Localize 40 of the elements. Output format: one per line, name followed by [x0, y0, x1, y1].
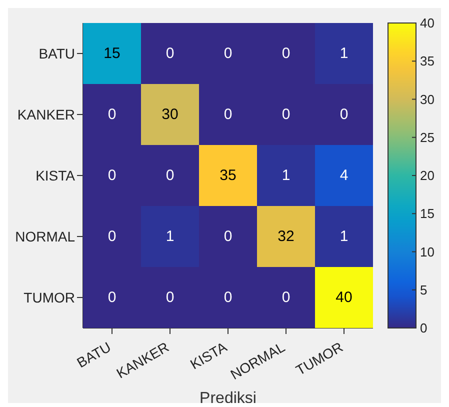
- data-label: 0: [282, 289, 290, 306]
- data-label: 1: [340, 228, 348, 245]
- y-tick-label: NORMAL: [15, 228, 76, 244]
- data-label: 0: [224, 45, 232, 62]
- data-label: 15: [104, 45, 120, 62]
- y-tick-label: TUMOR: [24, 289, 75, 306]
- color-bar-label: 35: [420, 54, 434, 69]
- data-label: 0: [224, 289, 232, 306]
- color-bar-label: 15: [420, 206, 434, 222]
- data-label: 1: [282, 167, 290, 184]
- color-bar-label: 10: [420, 244, 434, 260]
- data-label: 0: [108, 167, 116, 184]
- data-label: 32: [278, 228, 294, 245]
- data-label: 0: [166, 167, 174, 184]
- data-label: 40: [336, 289, 352, 306]
- color-bar-label: 30: [420, 92, 434, 107]
- x-axis-title: Prediksi: [200, 390, 256, 407]
- data-label: 0: [108, 106, 116, 123]
- color-bar-label: 40: [420, 16, 434, 30]
- color-bar-label: 25: [420, 130, 434, 145]
- data-label: 0: [224, 228, 232, 245]
- data-label: 0: [108, 228, 116, 245]
- color-bar-label: 5: [420, 282, 428, 298]
- data-label: 1: [340, 45, 348, 62]
- data-label: 0: [166, 289, 174, 306]
- data-label: 1: [166, 228, 174, 245]
- data-label: 0: [282, 106, 290, 123]
- data-label: 0: [282, 45, 290, 62]
- y-tick-label: KISTA: [36, 167, 76, 184]
- data-label: 0: [224, 106, 232, 123]
- data-label: 30: [162, 106, 178, 123]
- data-label: 35: [220, 167, 236, 184]
- color-bar-label: 0: [420, 320, 428, 336]
- y-tick-label: BATU: [38, 45, 75, 62]
- data-label: 0: [108, 289, 116, 306]
- data-label: 0: [166, 45, 174, 62]
- y-tick-label: KANKER: [17, 106, 75, 122]
- data-label: 4: [340, 167, 348, 184]
- color-bar-label: 20: [420, 168, 434, 183]
- data-label: 0: [340, 106, 348, 123]
